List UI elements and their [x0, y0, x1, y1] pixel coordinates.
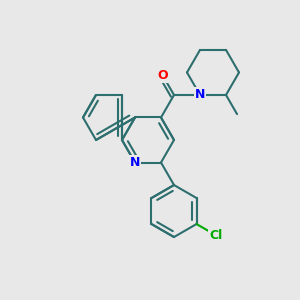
Text: Cl: Cl [209, 229, 222, 242]
Text: O: O [158, 69, 168, 82]
Text: N: N [130, 156, 140, 169]
Text: N: N [195, 88, 205, 101]
